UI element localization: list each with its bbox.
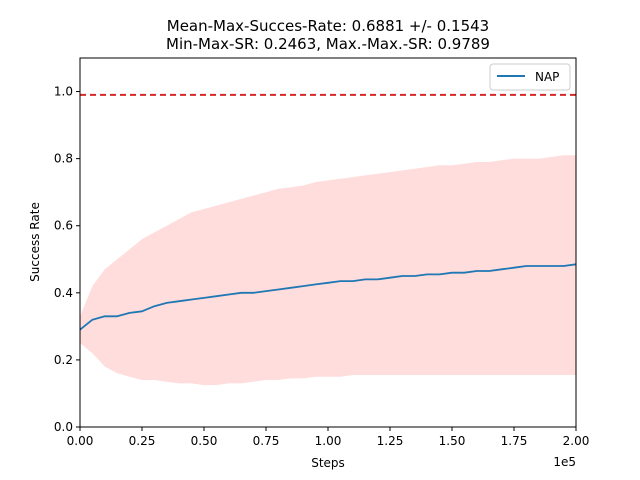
x-tick-label: 0.75: [253, 434, 280, 448]
x-tick-label: 2.00: [563, 434, 590, 448]
x-tick-label: 1.00: [315, 434, 342, 448]
y-tick-label: 0.8: [54, 152, 73, 166]
x-tick-label: 0.00: [67, 434, 94, 448]
x-tick-label: 1.25: [377, 434, 404, 448]
y-axis-label: Success Rate: [28, 202, 42, 282]
legend-label-nap: NAP: [535, 70, 559, 84]
y-tick-label: 0.2: [54, 353, 73, 367]
y-tick-label: 0.0: [54, 420, 73, 434]
std-band-layer: [80, 155, 576, 386]
series-line-nap: [79, 263, 577, 331]
x-axis-offset-label: 1e5: [553, 455, 576, 469]
legend-box: [489, 63, 571, 91]
x-tick-label: 0.50: [191, 434, 218, 448]
series-line-layer: [79, 263, 577, 331]
x-tick-label: 1.75: [501, 434, 528, 448]
y-axis-ticks: 0.0 0.2 0.4 0.6 0.8 1.0: [54, 85, 80, 434]
y-tick-label: 1.0: [54, 85, 73, 99]
x-tick-label: 0.25: [129, 434, 156, 448]
x-axis-label: Steps: [311, 456, 345, 470]
series-band-nap: [80, 155, 576, 386]
y-tick-label: 0.6: [54, 219, 73, 233]
y-tick-label: 0.4: [54, 286, 73, 300]
chart-title-line-2: Min-Max-SR: 0.2463, Max.-Max.-SR: 0.9789: [166, 35, 490, 53]
x-axis-ticks: 0.00 0.25 0.50 0.75 1.00 1.25 1.50 1.75 2.00: [67, 427, 590, 448]
x-tick-label: 1.50: [439, 434, 466, 448]
legend: NAP: [489, 63, 571, 91]
chart-title-line-1: Mean-Max-Succes-Rate: 0.6881 +/- 0.1543: [167, 17, 489, 35]
